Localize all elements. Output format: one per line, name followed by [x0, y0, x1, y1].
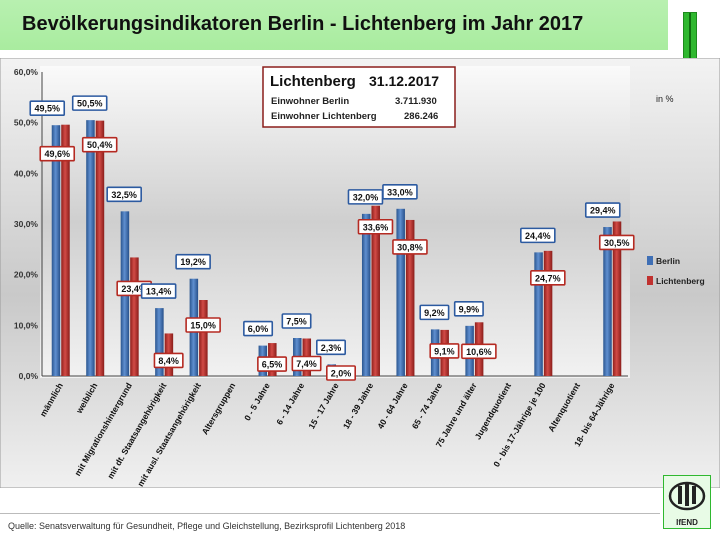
data-label-lichtenberg: 30,8%	[392, 239, 428, 255]
svg-text:32,0%: 32,0%	[353, 192, 379, 202]
y-tick-label: 0,0%	[19, 371, 39, 381]
bar-lichtenberg	[371, 205, 380, 376]
data-label-berlin: 9,2%	[419, 304, 450, 321]
bar-berlin	[361, 213, 371, 376]
data-label-berlin: 13,4%	[140, 283, 177, 299]
info-district: Lichtenberg	[270, 73, 356, 90]
data-label-lichtenberg: 50,4%	[81, 136, 118, 153]
data-label-berlin: 32,5%	[106, 186, 142, 203]
legend-label-lichtenberg: Lichtenberg	[656, 276, 705, 286]
svg-text:30,5%: 30,5%	[604, 238, 630, 248]
y-tick-label: 30,0%	[14, 219, 39, 229]
data-label-berlin: 49,5%	[29, 100, 66, 117]
svg-text:7,5%: 7,5%	[286, 317, 307, 327]
source-note: Quelle: Senatsverwaltung für Gesundheit,…	[8, 521, 406, 531]
bar-lichtenberg	[61, 124, 70, 377]
svg-text:49,5%: 49,5%	[34, 104, 60, 114]
data-label-berlin: 29,4%	[584, 202, 621, 218]
bar-berlin	[534, 252, 543, 376]
data-label-lichtenberg: 6,5%	[257, 356, 288, 372]
logo-text: IfEND	[676, 518, 698, 527]
y-tick-label: 10,0%	[14, 320, 39, 330]
svg-text:33,6%: 33,6%	[363, 222, 389, 232]
svg-text:50,4%: 50,4%	[87, 140, 113, 150]
svg-text:30,8%: 30,8%	[397, 242, 423, 252]
bar-berlin	[86, 120, 95, 376]
bar-berlin	[396, 208, 405, 376]
info-row2-label: Einwohner Lichtenberg	[271, 111, 377, 122]
data-label-lichtenberg: 2,0%	[325, 365, 356, 381]
y-tick-label: 20,0%	[14, 270, 39, 280]
svg-text:10,6%: 10,6%	[466, 347, 492, 357]
svg-text:15,0%: 15,0%	[190, 321, 216, 331]
legend-swatch-berlin	[647, 256, 653, 265]
bar-berlin	[155, 308, 164, 376]
svg-text:49,6%: 49,6%	[44, 149, 70, 159]
data-label-berlin: 6,0%	[243, 320, 274, 337]
data-label-berlin: 24,4%	[520, 227, 556, 244]
svg-text:9,2%: 9,2%	[424, 308, 445, 318]
chart: 0,0%10,0%20,0%30,0%40,0%50,0%60,0% männl…	[0, 58, 720, 488]
svg-text:24,7%: 24,7%	[535, 273, 561, 283]
data-label-lichtenberg: 10,6%	[461, 343, 497, 360]
info-row1-label: Einwohner Berlin	[271, 96, 349, 107]
data-label-berlin: 32,0%	[347, 189, 384, 205]
info-row2-value: 286.246	[404, 111, 438, 122]
bar-lichtenberg	[612, 221, 622, 376]
unit-label: in %	[656, 94, 674, 104]
data-label-lichtenberg: 30,5%	[598, 234, 635, 251]
svg-text:13,4%: 13,4%	[146, 287, 172, 297]
svg-text:23,4%: 23,4%	[121, 284, 147, 294]
bar-lichtenberg	[95, 120, 105, 376]
svg-text:2,0%: 2,0%	[331, 369, 352, 379]
data-label-lichtenberg: 8,4%	[153, 352, 184, 369]
data-label-berlin: 9,9%	[453, 301, 484, 317]
bar-lichtenberg	[405, 219, 415, 376]
bar-lichtenberg	[199, 300, 208, 376]
legend-label-berlin: Berlin	[656, 256, 680, 266]
svg-text:32,5%: 32,5%	[111, 190, 137, 200]
data-label-berlin: 7,5%	[281, 313, 312, 329]
data-label-lichtenberg: 9,1%	[429, 343, 460, 359]
bar-lichtenberg	[543, 250, 553, 376]
legend-swatch-lichtenberg	[647, 276, 653, 285]
info-date: 31.12.2017	[369, 73, 439, 89]
info-box: Lichtenberg 31.12.2017 Einwohner Berlin …	[262, 66, 456, 128]
svg-text:8,4%: 8,4%	[158, 356, 179, 366]
bar-lichtenberg	[130, 257, 139, 376]
svg-text:33,0%: 33,0%	[387, 187, 413, 197]
svg-text:6,5%: 6,5%	[262, 360, 283, 370]
data-label-lichtenberg: 49,6%	[39, 145, 76, 162]
svg-text:50,5%: 50,5%	[77, 99, 103, 109]
data-label-berlin: 19,2%	[175, 253, 211, 270]
data-label-lichtenberg: 15,0%	[185, 317, 221, 333]
svg-text:2,3%: 2,3%	[321, 343, 342, 353]
y-tick-label: 50,0%	[14, 118, 39, 128]
data-label-berlin: 33,0%	[382, 184, 418, 200]
svg-text:9,9%: 9,9%	[459, 304, 480, 314]
data-label-berlin: 50,5%	[71, 95, 108, 111]
svg-text:19,2%: 19,2%	[180, 257, 206, 267]
svg-text:24,4%: 24,4%	[525, 231, 551, 241]
data-label-lichtenberg: 24,7%	[530, 270, 566, 286]
footer-divider	[0, 513, 660, 514]
title-bar: Bevölkerungsindikatoren Berlin - Lichten…	[0, 0, 668, 50]
page-title: Bevölkerungsindikatoren Berlin - Lichten…	[22, 13, 584, 35]
svg-text:7,4%: 7,4%	[296, 359, 317, 369]
svg-text:29,4%: 29,4%	[590, 206, 616, 216]
y-tick-label: 60,0%	[14, 67, 39, 77]
svg-text:6,0%: 6,0%	[248, 324, 269, 334]
data-label-lichtenberg: 7,4%	[291, 355, 322, 372]
y-tick-label: 40,0%	[14, 168, 39, 178]
data-label-lichtenberg: 33,6%	[357, 218, 394, 235]
data-label-berlin: 2,3%	[315, 339, 346, 356]
logo-mark-icon	[668, 481, 706, 511]
svg-text:9,1%: 9,1%	[434, 346, 455, 356]
info-row1-value: 3.711.930	[395, 96, 437, 107]
organization-logo: IfEND	[663, 475, 711, 529]
bar-berlin	[51, 125, 61, 376]
bar-berlin	[603, 227, 612, 376]
